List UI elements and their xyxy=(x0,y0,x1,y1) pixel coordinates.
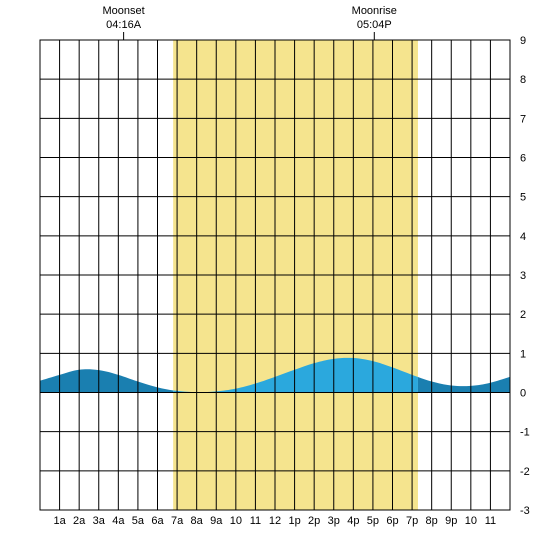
x-axis-label: 6p xyxy=(386,515,398,527)
x-axis-label: 11 xyxy=(250,515,261,527)
moonrise-title: Moonrise xyxy=(352,5,397,17)
y-axis-label: 4 xyxy=(520,231,526,243)
grid xyxy=(40,40,510,510)
x-axis-label: 4a xyxy=(112,515,125,527)
x-axis-label: 1p xyxy=(288,515,300,527)
x-axis-label: 4p xyxy=(347,515,359,527)
moonset-time: 04:16A xyxy=(106,19,142,31)
y-axis-label: -2 xyxy=(520,466,530,478)
y-axis-label: -3 xyxy=(520,505,530,517)
y-axis-label: 5 xyxy=(520,192,526,204)
x-axis-label: 9a xyxy=(210,515,223,527)
y-axis-label: 3 xyxy=(520,270,526,282)
chart-svg: 1a2a3a4a5a6a7a8a9a1011121p2p3p4p5p6p7p8p… xyxy=(0,0,550,550)
x-axis-label: 3p xyxy=(328,515,340,527)
y-axis-label: 2 xyxy=(520,309,526,321)
x-axis-label: 12 xyxy=(269,515,281,527)
y-axis-label: 7 xyxy=(520,113,526,125)
y-axis-label: 8 xyxy=(520,74,526,86)
x-axis-label: 8p xyxy=(426,515,438,527)
x-axis-label: 10 xyxy=(465,515,477,527)
x-axis-label: 5p xyxy=(367,515,379,527)
y-axis-label: 9 xyxy=(520,35,526,47)
x-axis-label: 6a xyxy=(151,515,164,527)
x-axis-label: 10 xyxy=(230,515,242,527)
x-axis-label: 5a xyxy=(132,515,145,527)
y-axis-label: -1 xyxy=(520,427,530,439)
y-axis-label: 6 xyxy=(520,153,526,165)
x-axis-label: 2a xyxy=(73,515,86,527)
x-axis-label: 7a xyxy=(171,515,184,527)
x-axis-label: 9p xyxy=(445,515,457,527)
x-axis-label: 11 xyxy=(485,515,496,527)
y-axis-label: 0 xyxy=(520,388,526,400)
moonset-title: Moonset xyxy=(103,5,145,17)
moonrise-time: 05:04P xyxy=(357,19,392,31)
tide-chart: 1a2a3a4a5a6a7a8a9a1011121p2p3p4p5p6p7p8p… xyxy=(0,0,550,550)
x-axis-label: 8a xyxy=(191,515,204,527)
x-axis-label: 3a xyxy=(93,515,106,527)
x-axis-label: 7p xyxy=(406,515,418,527)
x-axis-label: 1a xyxy=(53,515,66,527)
x-axis-label: 2p xyxy=(308,515,320,527)
y-axis-label: 1 xyxy=(520,348,526,360)
